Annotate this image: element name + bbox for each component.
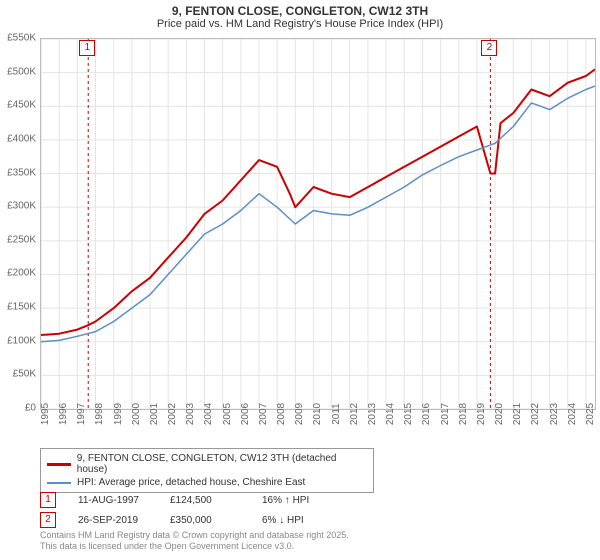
- attribution-line1: Contains HM Land Registry data © Crown c…: [40, 530, 349, 541]
- x-tick: 1996: [58, 403, 69, 425]
- x-tick: 2003: [185, 403, 196, 425]
- event-date: 26-SEP-2019: [78, 515, 148, 526]
- event-marker-2: 2: [481, 40, 497, 56]
- x-tick: 2001: [149, 403, 160, 425]
- y-tick: £250K: [7, 234, 36, 245]
- x-tick: 1998: [94, 403, 105, 425]
- x-tick: 2012: [349, 403, 360, 425]
- event-marker-icon: 2: [40, 512, 56, 528]
- y-tick: £350K: [7, 167, 36, 178]
- x-tick: 2008: [276, 403, 287, 425]
- x-tick: 2018: [458, 403, 469, 425]
- x-tick: 2007: [258, 403, 269, 425]
- y-tick: £100K: [7, 335, 36, 346]
- x-tick: 2002: [167, 403, 178, 425]
- x-tick: 1997: [76, 403, 87, 425]
- y-tick: £0: [25, 403, 36, 414]
- event-delta: 6% ↓ HPI: [262, 515, 332, 526]
- x-tick: 2009: [294, 403, 305, 425]
- y-tick: £400K: [7, 133, 36, 144]
- x-tick: 2023: [549, 403, 560, 425]
- x-tick: 2021: [512, 403, 523, 425]
- event-table: 1 11-AUG-1997 £124,500 16% ↑ HPI 2 26-SEP-201…: [40, 490, 594, 530]
- y-axis: £0£50K£100K£150K£200K£250K£300K£350K£400…: [0, 38, 38, 408]
- chart-subtitle: Price paid vs. HM Land Registry's House …: [0, 18, 600, 34]
- attribution: Contains HM Land Registry data © Crown c…: [40, 530, 349, 553]
- y-tick: £550K: [7, 33, 36, 44]
- x-tick: 1995: [40, 403, 51, 425]
- attribution-line2: This data is licensed under the Open Gov…: [40, 541, 349, 552]
- legend-label-2: HPI: Average price, detached house, Ches…: [77, 477, 305, 488]
- x-tick: 2006: [240, 403, 251, 425]
- y-tick: £150K: [7, 302, 36, 313]
- x-tick: 2013: [367, 403, 378, 425]
- x-axis: 1995199619971998199920002001200220032004…: [40, 410, 594, 450]
- x-tick: 2000: [131, 403, 142, 425]
- x-tick: 2024: [567, 403, 578, 425]
- legend-label-1: 9, FENTON CLOSE, CONGLETON, CW12 3TH (de…: [77, 453, 367, 475]
- legend-swatch-1: [47, 463, 71, 466]
- x-tick: 2004: [203, 403, 214, 425]
- event-row: 1 11-AUG-1997 £124,500 16% ↑ HPI: [40, 490, 594, 510]
- y-tick: £300K: [7, 201, 36, 212]
- x-tick: 2020: [494, 403, 505, 425]
- event-delta: 16% ↑ HPI: [262, 495, 332, 506]
- event-date: 11-AUG-1997: [78, 495, 148, 506]
- x-tick: 2017: [440, 403, 451, 425]
- chart-title: 9, FENTON CLOSE, CONGLETON, CW12 3TH: [0, 0, 600, 18]
- x-tick: 2015: [403, 403, 414, 425]
- event-price: £124,500: [170, 495, 240, 506]
- x-tick: 2014: [385, 403, 396, 425]
- y-tick: £450K: [7, 100, 36, 111]
- chart-area: 12: [40, 38, 594, 408]
- legend-row-series2: HPI: Average price, detached house, Ches…: [47, 476, 367, 489]
- y-tick: £200K: [7, 268, 36, 279]
- event-price: £350,000: [170, 515, 240, 526]
- x-tick: 2010: [312, 403, 323, 425]
- y-tick: £50K: [13, 369, 36, 380]
- event-marker-1: 1: [79, 40, 95, 56]
- x-tick: 2022: [530, 403, 541, 425]
- event-marker-icon: 1: [40, 492, 56, 508]
- x-tick: 2016: [421, 403, 432, 425]
- legend-swatch-2: [47, 482, 71, 484]
- chart-plot: [40, 38, 596, 410]
- y-tick: £500K: [7, 66, 36, 77]
- event-row: 2 26-SEP-2019 £350,000 6% ↓ HPI: [40, 510, 594, 530]
- legend: 9, FENTON CLOSE, CONGLETON, CW12 3TH (de…: [40, 448, 374, 493]
- x-tick: 2019: [476, 403, 487, 425]
- x-tick: 2011: [331, 403, 342, 425]
- x-tick: 2025: [585, 403, 596, 425]
- x-tick: 1999: [113, 403, 124, 425]
- x-tick: 2005: [222, 403, 233, 425]
- legend-row-series1: 9, FENTON CLOSE, CONGLETON, CW12 3TH (de…: [47, 452, 367, 476]
